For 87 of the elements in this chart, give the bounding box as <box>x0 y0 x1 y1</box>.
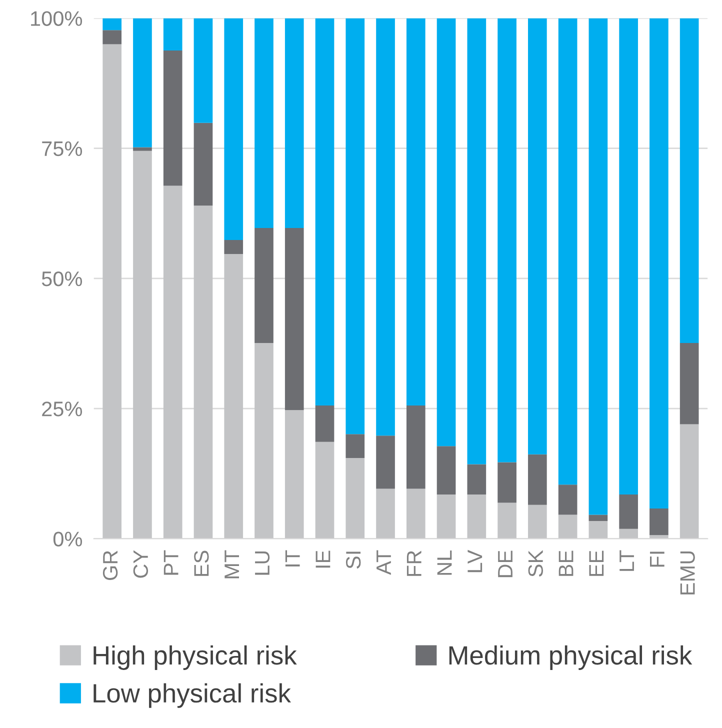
bar <box>619 494 638 529</box>
bar <box>467 494 486 539</box>
bar <box>436 18 456 446</box>
bar <box>650 18 668 509</box>
bar <box>406 405 426 489</box>
bar <box>436 446 456 494</box>
legend-label: Low physical risk <box>94 683 292 708</box>
bar <box>467 464 486 494</box>
bar <box>528 454 547 505</box>
bar <box>650 508 668 536</box>
bar <box>224 240 244 254</box>
x-tick-label: FI <box>650 552 664 567</box>
bar <box>680 424 699 539</box>
x-tick-label: SK <box>528 550 544 577</box>
bar <box>680 343 699 424</box>
bar <box>133 150 152 539</box>
bar <box>346 18 365 434</box>
x-tick-label: SI <box>346 552 361 569</box>
bar <box>498 502 516 539</box>
bar <box>102 44 122 539</box>
x-tick-label: LV <box>468 550 482 572</box>
x-tick-label: PT <box>164 550 178 575</box>
x-tick-label: FR <box>406 550 422 576</box>
bar <box>133 147 152 151</box>
y-tick-label: 25% <box>42 402 82 416</box>
bar <box>254 18 274 228</box>
legend-label: High physical risk <box>94 645 297 670</box>
bar <box>588 18 608 515</box>
x-tick-label: NL <box>437 550 452 575</box>
bar <box>680 18 699 344</box>
y-tick-label: 75% <box>42 141 82 156</box>
bar <box>163 50 182 186</box>
bar <box>528 504 547 539</box>
bar <box>254 228 274 344</box>
bar <box>284 228 304 410</box>
bar <box>346 458 365 539</box>
bar <box>163 186 182 539</box>
bar <box>528 18 547 454</box>
x-tick-label: ES <box>194 550 209 576</box>
bar <box>194 18 213 123</box>
bar <box>224 18 244 240</box>
bar <box>406 18 426 406</box>
bar <box>498 18 516 462</box>
x-tick-label: CY <box>133 550 148 578</box>
y-tick-label: 0% <box>53 532 82 546</box>
x-tick-label: EE <box>589 550 604 576</box>
bar <box>619 18 638 494</box>
bar <box>406 488 426 539</box>
bar <box>284 410 304 539</box>
bar <box>315 405 334 442</box>
x-tick-label: AT <box>376 550 391 575</box>
bar <box>376 436 395 489</box>
bar <box>558 18 578 485</box>
bar <box>284 18 304 228</box>
y-tick-label: 50% <box>42 271 82 286</box>
x-tick-label: DE <box>498 550 512 578</box>
y-tick-label: 100% <box>31 11 82 26</box>
bar <box>588 514 608 522</box>
bar <box>315 18 334 406</box>
bar <box>194 206 213 539</box>
x-tick-label: IE <box>316 550 330 568</box>
bar <box>346 434 365 458</box>
bar <box>163 18 182 50</box>
bar <box>254 343 274 539</box>
bar <box>558 514 578 539</box>
x-tick-label: BE <box>558 550 574 576</box>
x-tick-label: EMU <box>680 551 695 594</box>
bar <box>619 528 638 539</box>
bar <box>436 494 456 539</box>
x-tick-label: GR <box>102 550 118 580</box>
bar <box>194 122 213 206</box>
bar <box>467 18 486 464</box>
x-tick-label: LU <box>255 551 270 575</box>
bar <box>102 30 122 44</box>
x-tick-label: LT <box>620 550 634 571</box>
x-tick-label: MT <box>224 550 239 578</box>
bar <box>376 18 395 436</box>
bar <box>558 484 578 515</box>
legend-label: Medium physical risk <box>449 645 692 670</box>
bar <box>315 442 334 539</box>
bar <box>133 18 152 148</box>
bar <box>376 488 395 539</box>
x-tick-label: IT <box>285 550 300 566</box>
bar <box>498 462 516 503</box>
bar <box>224 254 244 539</box>
bar <box>588 521 608 539</box>
bar <box>102 18 122 30</box>
